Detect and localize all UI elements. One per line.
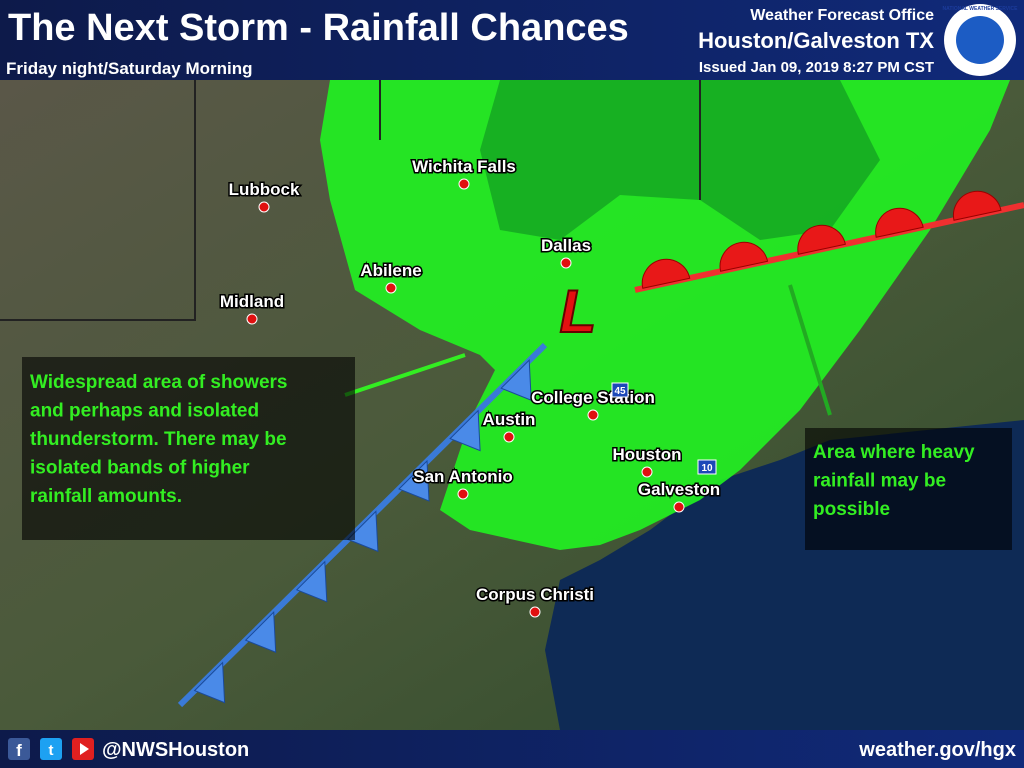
city-label: San Antonio bbox=[413, 467, 512, 486]
twitter-icon[interactable] bbox=[40, 738, 62, 760]
city-label: Dallas bbox=[541, 236, 591, 255]
city-dot bbox=[458, 178, 470, 190]
city-label: Midland bbox=[220, 292, 284, 311]
cold-front-triangle bbox=[244, 611, 277, 653]
annotation-line: Widespread area of showers bbox=[30, 372, 287, 393]
twitter-label: t bbox=[49, 742, 54, 759]
office: Weather Forecast Office bbox=[750, 7, 934, 24]
annotation-box bbox=[805, 428, 1012, 550]
handle[interactable]: @NWSHouston bbox=[102, 739, 249, 761]
annotation-line: isolated bands of higher bbox=[30, 458, 250, 479]
issued: Issued Jan 09, 2019 8:27 PM CST bbox=[699, 59, 934, 76]
facebook-label: f bbox=[16, 741, 22, 760]
cold-front-triangle bbox=[449, 409, 481, 452]
annotation-line: Area where heavy bbox=[813, 442, 975, 463]
subtitle: Friday night/Saturday Morning bbox=[6, 59, 253, 78]
city-dot bbox=[503, 431, 515, 443]
cold-front-triangle bbox=[193, 661, 226, 704]
city-label: Houston bbox=[613, 445, 682, 464]
rain-area-heavier bbox=[480, 80, 880, 240]
website[interactable]: weather.gov/hgx bbox=[858, 739, 1016, 761]
title: The Next Storm - Rainfall Chances bbox=[8, 7, 629, 49]
city-label: Galveston bbox=[638, 480, 720, 499]
callout-line bbox=[788, 284, 832, 416]
facebook-icon[interactable] bbox=[8, 738, 30, 760]
callout-line bbox=[344, 353, 466, 397]
city-label: Wichita Falls bbox=[412, 157, 516, 176]
annotation-line: rainfall amounts. bbox=[30, 486, 182, 507]
highway-label: 45 bbox=[614, 386, 626, 397]
warm-front-lobe bbox=[875, 207, 924, 238]
highway-shield bbox=[611, 382, 629, 398]
cold-front-triangle bbox=[398, 459, 430, 502]
fronts bbox=[177, 190, 1024, 708]
city-dot bbox=[587, 409, 599, 421]
annotation-line: rainfall may be bbox=[813, 471, 946, 492]
state-borders bbox=[0, 80, 701, 321]
city-dot bbox=[258, 201, 270, 213]
warm-front-lobe bbox=[797, 224, 846, 255]
city-dot bbox=[560, 257, 572, 269]
warm-front-lobe bbox=[952, 190, 1002, 221]
cold-front-triangle bbox=[295, 560, 328, 603]
annotation-line: and perhaps and isolated bbox=[30, 401, 259, 422]
city-dot bbox=[529, 606, 541, 618]
city-label: College Station bbox=[531, 388, 655, 407]
highway-label: 10 bbox=[701, 463, 713, 474]
annotation-line: possible bbox=[813, 499, 890, 520]
annotations: Widespread area of showers and perhaps an… bbox=[30, 372, 975, 520]
footer-bar bbox=[0, 730, 1024, 768]
city-dot bbox=[641, 466, 653, 478]
city-dot bbox=[457, 488, 469, 500]
youtube-play bbox=[80, 743, 89, 755]
annotation-box bbox=[22, 357, 355, 540]
city-label: Corpus Christi bbox=[476, 585, 594, 604]
logo-inner bbox=[956, 16, 1004, 64]
cold-front-triangle bbox=[347, 510, 379, 553]
city-label: Austin bbox=[483, 410, 536, 429]
warm-front-lobe bbox=[641, 258, 691, 289]
city-label: Abilene bbox=[360, 261, 421, 280]
highway-shield bbox=[697, 459, 717, 475]
annotation-line: thunderstorm. There may be bbox=[30, 429, 287, 450]
city-dot bbox=[246, 313, 258, 325]
city-label: Lubbock bbox=[229, 180, 300, 199]
logo-text: NATIONAL WEATHER SERVICE bbox=[943, 6, 1019, 12]
header-bar bbox=[0, 0, 1024, 80]
location: Houston/Galveston TX bbox=[698, 28, 934, 53]
low-pressure: L bbox=[560, 278, 597, 345]
warm-front-lobe bbox=[719, 241, 769, 272]
city-dot bbox=[673, 501, 685, 513]
city-dot bbox=[385, 282, 397, 294]
cold-front-triangle bbox=[500, 359, 532, 401]
